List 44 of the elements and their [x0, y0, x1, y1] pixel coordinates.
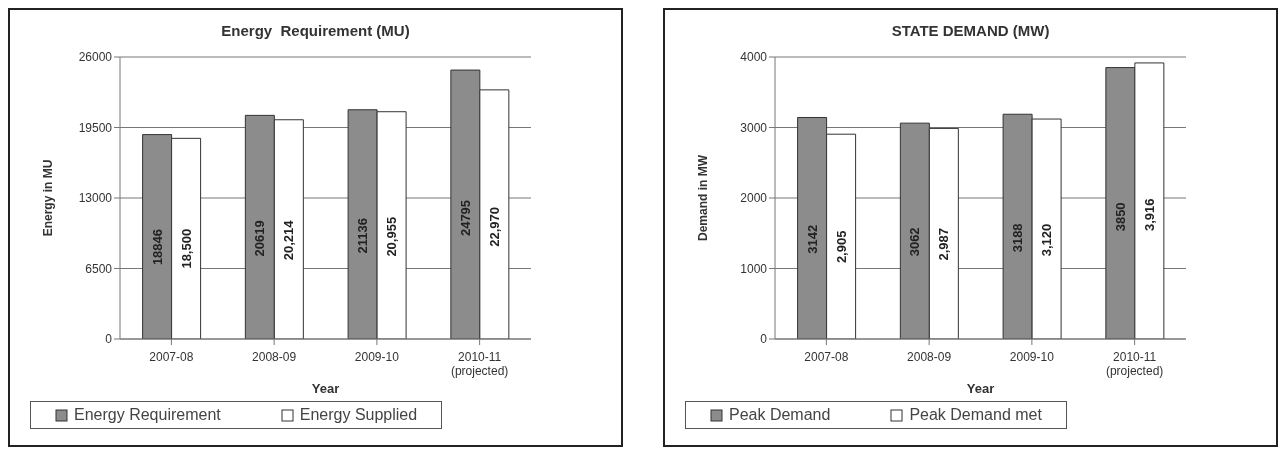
x-tick-label: 2010-11 (projected) — [450, 350, 509, 378]
data-label: 3188 — [1010, 223, 1026, 253]
data-label: 2,987 — [936, 227, 952, 261]
data-label: 3142 — [804, 224, 820, 254]
legend-label: Peak Demand — [728, 406, 831, 424]
data-label: 22,970 — [486, 207, 502, 247]
y-tick-label: 0 — [105, 332, 113, 347]
data-label: 20619 — [252, 220, 268, 257]
legend-label: Energy Requirement — [73, 406, 221, 424]
y-tick-label: 1000 — [740, 261, 768, 276]
y-tick-label: 2000 — [740, 191, 768, 206]
x-axis-title: Year — [966, 381, 995, 396]
y-tick-label: 13000 — [78, 191, 113, 206]
data-label: 24795 — [457, 199, 473, 237]
y-axis-title: Demand in MW — [696, 154, 711, 241]
y-axis-title: Energy in MU — [41, 159, 56, 237]
x-tick-label: 2007-08 — [804, 350, 849, 364]
legend-label: Energy Supplied — [298, 406, 418, 424]
y-tick-label: 26000 — [78, 50, 113, 65]
data-label: 18,500 — [178, 228, 194, 269]
data-label: 3,120 — [1039, 223, 1055, 257]
y-tick-label: 3000 — [740, 120, 768, 135]
legend-label: Peak Demand met — [908, 406, 1042, 424]
x-tick-label: 2008-09 — [907, 350, 952, 364]
data-label: 2,905 — [833, 230, 849, 264]
y-tick-label: 0 — [760, 332, 768, 347]
x-tick-label: 2009-10 — [1009, 350, 1055, 364]
y-tick-label: 4000 — [740, 50, 768, 65]
chart-title: STATE DEMAND (MW) — [890, 22, 1051, 39]
x-tick-label: 2008-09 — [252, 350, 297, 364]
x-tick-label: 2009-10 — [354, 350, 400, 364]
data-label: 18846 — [149, 228, 165, 266]
chart-title: Energy Requirement (MU) — [220, 22, 411, 39]
data-label: 21136 — [355, 218, 371, 254]
data-label: 3,916 — [1141, 198, 1157, 232]
y-tick-label: 6500 — [85, 261, 113, 276]
data-label: 20,955 — [384, 216, 400, 257]
y-tick-label: 19500 — [78, 120, 113, 135]
data-label: 20,214 — [281, 219, 297, 261]
data-label: 3850 — [1112, 202, 1128, 232]
x-tick-label: 2010-11 (projected) — [1105, 350, 1164, 378]
x-axis-title: Year — [311, 381, 340, 396]
x-tick-label: 2007-08 — [149, 350, 194, 364]
data-label: 3062 — [907, 227, 923, 257]
